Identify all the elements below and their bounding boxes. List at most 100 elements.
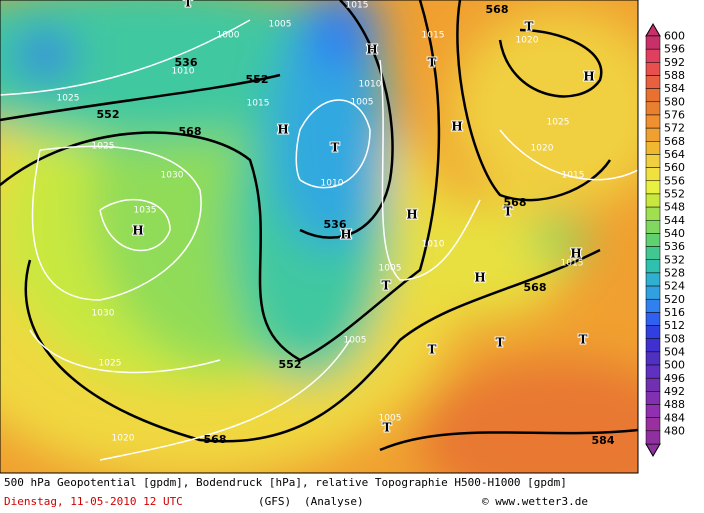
colorbar-label: 532 [664, 253, 685, 266]
geopotential-label: 552 [246, 73, 269, 86]
colorbar-swatch [645, 193, 661, 208]
pressure-label: 1005 [351, 98, 374, 108]
colorbar-swatch [645, 391, 661, 405]
low-marker: T [184, 0, 193, 10]
colorbar-label: 508 [664, 332, 685, 345]
colorbar-label: 600 [664, 30, 685, 43]
low-marker: T [504, 205, 513, 219]
colorbar-swatch [645, 272, 661, 287]
colorbar-label: 496 [664, 372, 685, 385]
low-marker: T [496, 336, 505, 350]
high-marker: H [406, 208, 417, 222]
colorbar-swatch [645, 430, 661, 445]
colorbar-swatch [645, 351, 661, 366]
pressure-label: 1015 [346, 1, 369, 11]
colorbar-label: 544 [664, 214, 685, 227]
colorbar-swatch [645, 364, 661, 379]
colorbar-swatch [645, 285, 661, 300]
colorbar-swatch [645, 206, 661, 221]
low-marker: T [579, 333, 588, 347]
high-marker: H [451, 120, 462, 134]
colorbar-swatch [645, 338, 661, 353]
colorbar-label: 516 [664, 306, 685, 319]
pressure-label: 1010 [422, 240, 445, 250]
pressure-label: 1035 [134, 206, 157, 216]
colorbar-label: 568 [664, 135, 685, 148]
colorbar-label: 564 [664, 148, 685, 161]
colorbar-label: 488 [664, 398, 685, 411]
pressure-label: 1025 [57, 94, 80, 104]
high-marker: H [366, 43, 377, 57]
colorbar-label: 528 [664, 266, 685, 279]
colorbar-label: 556 [664, 174, 685, 187]
colorbar-label: 572 [664, 122, 685, 135]
colorbar-swatch [645, 180, 661, 195]
colorbar-swatch [645, 141, 661, 155]
colorbar-label: 588 [664, 69, 685, 82]
pressure-label: 1020 [516, 36, 539, 46]
colorbar-swatch [645, 233, 661, 247]
colorbar-label: 580 [664, 95, 685, 108]
pressure-label: 1025 [547, 118, 570, 128]
colorbar-swatch [645, 88, 661, 103]
low-marker: T [382, 279, 391, 293]
high-marker: H [277, 123, 288, 137]
geopotential-label: 568 [524, 281, 547, 294]
colorbar-label: 576 [664, 109, 685, 122]
low-marker: T [383, 421, 392, 435]
colorbar-swatch [645, 127, 661, 142]
low-marker: T [428, 343, 437, 357]
geopotential-label: 552 [279, 358, 302, 371]
colorbar-swatch [645, 220, 661, 234]
colorbar-label: 512 [664, 319, 685, 332]
colorbar-swatch [645, 167, 661, 182]
colorbar-label: 480 [664, 424, 685, 437]
pressure-label: 1020 [112, 434, 135, 444]
high-marker: H [474, 271, 485, 285]
colorbar-label: 492 [664, 385, 685, 398]
colorbar-label: 584 [664, 82, 685, 95]
colorbar-label: 500 [664, 359, 685, 372]
colorbar-label: 524 [664, 280, 685, 293]
colorbar-label: 548 [664, 201, 685, 214]
colorbar-swatch [645, 377, 661, 392]
pressure-label: 1030 [161, 171, 184, 181]
colorbar-swatch [645, 298, 661, 313]
pressure-label: 1015 [561, 259, 584, 269]
pressure-label: 1025 [99, 359, 122, 369]
footer-description: 500 hPa Geopotential [gpdm], Bodendruck … [4, 476, 567, 489]
geopotential-label: 568 [486, 3, 509, 16]
high-marker: H [132, 224, 143, 238]
colorbar-label: 552 [664, 188, 685, 201]
geopotential-label: 552 [97, 108, 120, 121]
geopotential-label: 568 [504, 196, 527, 209]
colorbar-swatch [645, 246, 661, 260]
colorbar-label: 484 [664, 411, 685, 424]
pressure-label: 1020 [531, 144, 554, 154]
high-marker: H [340, 228, 351, 242]
colorbar: 6005965925885845805765725685645605565525… [645, 23, 685, 457]
colorbar-swatch [645, 312, 661, 326]
geopotential-label: 536 [175, 56, 198, 69]
high-marker: H [570, 247, 581, 261]
pressure-label: 1030 [92, 309, 115, 319]
geopotential-label: 536 [324, 218, 347, 231]
colorbar-label: 540 [664, 227, 685, 240]
colorbar-swatch [645, 154, 661, 168]
colorbar-swatch [645, 404, 661, 418]
low-marker: T [331, 141, 340, 155]
geopotential-label: 568 [179, 125, 202, 138]
colorbar-swatch [645, 259, 661, 274]
pressure-label: 1010 [359, 80, 382, 90]
geopotential-label: 584 [592, 434, 615, 447]
low-marker: T [525, 20, 534, 34]
colorbar-swatch [645, 417, 661, 432]
footer-copyright: © www.wetter3.de [482, 495, 588, 508]
colorbar-label: 560 [664, 161, 685, 174]
footer-model: (GFS) [258, 495, 291, 508]
pressure-label: 1015 [562, 171, 585, 181]
geopotential-label: 568 [204, 433, 227, 446]
colorbar-swatch [645, 114, 661, 129]
